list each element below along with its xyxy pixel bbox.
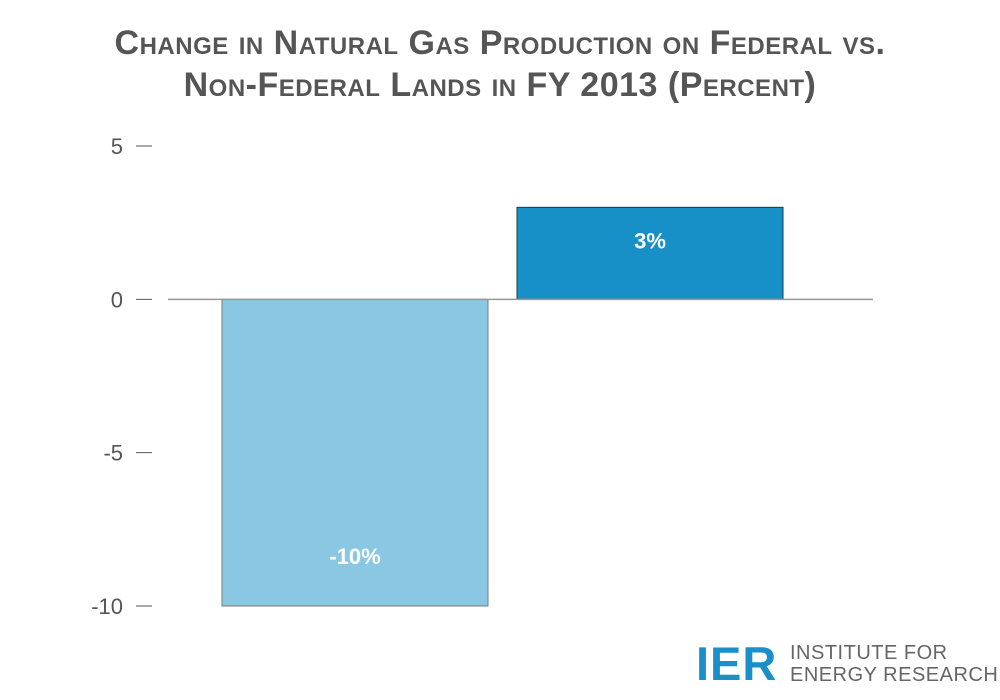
y-tick-label: -5 bbox=[103, 441, 123, 466]
bar bbox=[516, 206, 784, 300]
chart-title: Change in Natural Gas Production on Fede… bbox=[0, 22, 1000, 106]
logo-mark: IER bbox=[696, 637, 778, 690]
y-tick-label: 0 bbox=[111, 287, 123, 312]
bar-data-label: -10% bbox=[329, 544, 380, 569]
ier-logo: IER INSTITUTE FOR ENERGY RESEARCH bbox=[696, 637, 998, 690]
chart-title-line-1: Change in Natural Gas Production on Fede… bbox=[114, 24, 886, 62]
bar-data-label: 3% bbox=[634, 228, 666, 253]
y-tick-label: -10 bbox=[91, 594, 123, 619]
logo-line-2: ENERGY RESEARCH bbox=[790, 664, 999, 686]
chart-title-line-2: Non-Federal Lands in FY 2013 (Percent) bbox=[183, 66, 817, 104]
logo-wordmark: INSTITUTE FOR ENERGY RESEARCH bbox=[790, 642, 998, 686]
logo-line-1: INSTITUTE FOR bbox=[790, 642, 948, 664]
y-tick-label: 5 bbox=[111, 134, 123, 159]
